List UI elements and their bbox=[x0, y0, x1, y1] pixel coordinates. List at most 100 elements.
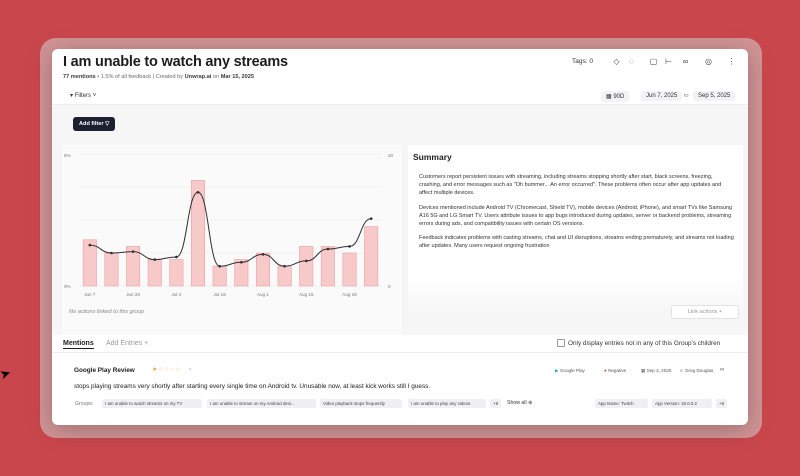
mention-count: 77 mentions bbox=[63, 74, 96, 80]
tab-mentions[interactable]: Mentions bbox=[63, 340, 94, 349]
more-meta-chip[interactable]: +6 bbox=[716, 399, 728, 408]
chart-bar bbox=[212, 265, 227, 287]
chart-series-line bbox=[89, 191, 372, 267]
chart-bar bbox=[234, 259, 249, 287]
creator-name: Unwrap.ai bbox=[184, 74, 212, 80]
x-axis-tick: Aug 15 bbox=[299, 292, 314, 297]
app-window: I am unable to watch any streams 77 ment… bbox=[52, 49, 748, 425]
chevron-down-icon: ˅ bbox=[92, 93, 97, 99]
page-header: I am unable to watch any streams 77 ment… bbox=[52, 49, 748, 89]
chart-bar bbox=[126, 246, 141, 287]
chart-bar bbox=[320, 246, 335, 287]
add-filter-label: Add filter bbox=[79, 121, 104, 127]
created-prefix: Created by bbox=[155, 74, 184, 80]
copy-icon[interactable]: ▫ bbox=[189, 367, 192, 373]
chart-bar bbox=[255, 252, 270, 287]
summary-paragraph: Customers report persistent issues with … bbox=[419, 174, 722, 197]
link-icon[interactable]: ∞ bbox=[682, 57, 689, 66]
chart-point bbox=[369, 217, 373, 220]
entry-text: stops playing streams very shortly after… bbox=[74, 383, 431, 390]
calendar-icon: ▦ bbox=[606, 94, 612, 100]
feedback-share: 1.5% of all feedback bbox=[100, 74, 152, 80]
mentions-tabs: Mentions Add Entries + Only display entr… bbox=[52, 335, 748, 353]
filters-dropdown[interactable]: ▾ Filters ˅ bbox=[70, 92, 96, 99]
meta-tag-chip[interactable]: App Version: 19.0.0.2 bbox=[652, 399, 712, 408]
link-actions-button[interactable]: Link actions + bbox=[671, 305, 739, 319]
show-all-label: Show all bbox=[507, 400, 527, 406]
chart-bar bbox=[277, 265, 292, 287]
more-groups-chip[interactable]: +8 bbox=[490, 399, 502, 408]
chart-point bbox=[218, 264, 221, 268]
period-selector[interactable]: ▦ 90D bbox=[601, 91, 630, 102]
chart-point bbox=[196, 190, 200, 194]
created-date: Mar 15, 2025 bbox=[220, 74, 254, 80]
author-label: Greg Douglas bbox=[684, 368, 714, 373]
shield-icon[interactable]: ◌ bbox=[629, 57, 634, 66]
chart-point bbox=[240, 260, 243, 264]
x-axis-tick: Jul 18 bbox=[214, 292, 227, 297]
entry-date: ▦ Sep 2, 2025 bbox=[641, 368, 671, 374]
chart-point bbox=[304, 259, 308, 263]
page-meta: 77 mentions • 1.5% of all feedback | Cre… bbox=[63, 74, 254, 80]
add-filter-button[interactable]: Add filter ▽ bbox=[73, 117, 116, 131]
filter-icon: ▽ bbox=[105, 121, 110, 127]
trend-chart: 0% 6% 0 20 Jun 7 Jun 20 Jul 4 Jul 18 Aug 1 Aug 15… bbox=[64, 153, 394, 297]
chart-bar bbox=[342, 252, 357, 287]
chart-point bbox=[283, 264, 286, 268]
chart-point bbox=[110, 251, 113, 255]
tags-count[interactable]: Tags: 0 bbox=[572, 58, 593, 65]
chart-bar bbox=[169, 259, 184, 287]
filters-label: Filters bbox=[74, 93, 92, 99]
show-all-link[interactable]: Show all ⊕ bbox=[507, 400, 532, 406]
hierarchy-icon[interactable]: ⊢ bbox=[665, 57, 672, 66]
mouse-cursor-icon: ➤ bbox=[0, 364, 13, 383]
tab-add-entries[interactable]: Add Entries + bbox=[106, 340, 149, 347]
group-chip[interactable]: I am unable to play any videos bbox=[408, 399, 486, 408]
bookmark-icon[interactable]: ◇ bbox=[613, 57, 620, 66]
entry-source: Google Play Review bbox=[74, 367, 135, 374]
more-options-icon[interactable]: ⋮ bbox=[727, 57, 736, 66]
platform: ▶ Google Play bbox=[555, 368, 585, 374]
page-title: I am unable to watch any streams bbox=[63, 54, 288, 70]
to-label: to bbox=[684, 93, 689, 99]
only-display-checkbox[interactable] bbox=[557, 339, 565, 347]
meta-tag-chip[interactable]: App Name: Twitch bbox=[595, 399, 648, 408]
entry-link-icon[interactable]: ∞ bbox=[720, 367, 725, 373]
right-axis-tick: 0 bbox=[388, 284, 391, 289]
end-date-picker[interactable]: Sep 5, 2025 bbox=[693, 91, 736, 101]
date-prefix: on bbox=[212, 74, 220, 80]
x-axis-tick: Aug 1 bbox=[257, 292, 269, 297]
period-label: 90D bbox=[613, 94, 625, 100]
comment-icon[interactable]: ▢ bbox=[649, 57, 658, 66]
summary-body: Customers report persistent issues with … bbox=[419, 173, 734, 257]
chart-point bbox=[348, 245, 351, 248]
chart-bar bbox=[147, 259, 162, 287]
x-axis-tick: Jun 20 bbox=[126, 292, 140, 297]
chart-bar bbox=[364, 226, 379, 287]
group-chip[interactable]: Video playback stops frequently bbox=[320, 399, 402, 408]
entry-date-label: Sep 2, 2025 bbox=[646, 368, 672, 373]
chart-bar bbox=[104, 252, 119, 287]
chart-point bbox=[175, 255, 178, 259]
sentiment-badge: ● Negative bbox=[604, 368, 626, 373]
group-chip[interactable]: I am unable to watch streams on my TV bbox=[102, 399, 202, 408]
sentiment-label: Negative bbox=[608, 368, 627, 373]
user-icon: ☺ bbox=[679, 368, 684, 373]
x-axis-tick: Jul 4 bbox=[172, 292, 182, 297]
summary-paragraph: Feedback indicates problems with casting… bbox=[419, 235, 734, 250]
filter-funnel-icon: ▾ bbox=[70, 93, 74, 99]
rating-stars: ★☆☆☆☆ bbox=[152, 367, 181, 373]
left-axis-tick: 0% bbox=[64, 284, 71, 289]
group-chip[interactable]: I am unable to stream on my Android devi… bbox=[207, 399, 316, 408]
lightbulb-icon[interactable]: ◎ bbox=[705, 57, 712, 66]
google-play-icon: ▶ bbox=[555, 368, 559, 373]
negative-dot-icon: ● bbox=[604, 368, 607, 373]
right-axis-tick: 20 bbox=[388, 153, 394, 158]
platform-label: Google Play bbox=[559, 368, 585, 373]
left-axis-tick: 6% bbox=[64, 153, 71, 158]
chart-bar bbox=[191, 180, 206, 287]
x-axis-tick: Aug 29 bbox=[342, 292, 357, 297]
start-date-picker[interactable]: Jun 7, 2025 bbox=[641, 91, 683, 101]
chart-bar bbox=[82, 239, 97, 287]
chart-point bbox=[153, 258, 157, 261]
